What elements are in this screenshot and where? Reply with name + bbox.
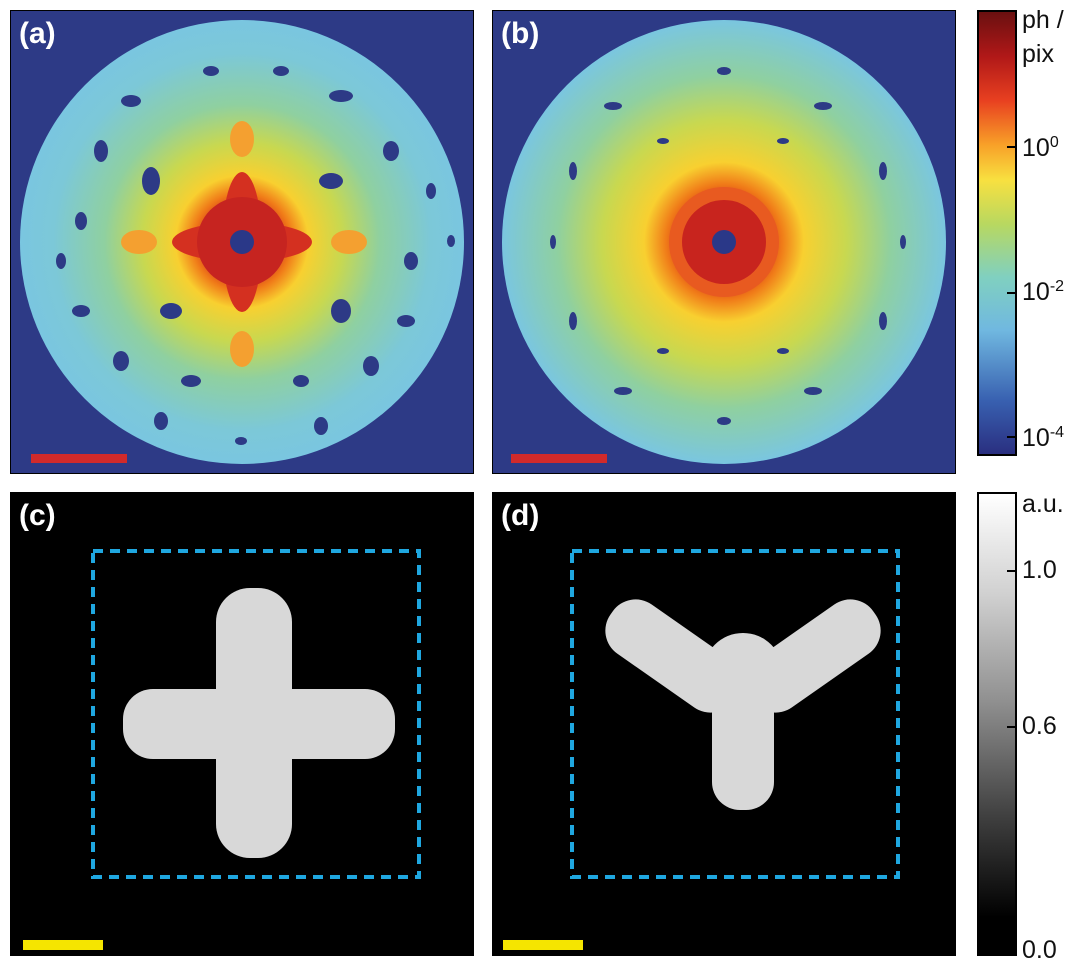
colorbar-bottom-tick-1: [1007, 726, 1017, 728]
scale-bar-b: [511, 454, 607, 463]
dashed-box-d: [570, 549, 900, 879]
colorbar-top-title-line2: pix: [1022, 40, 1054, 68]
panel-d-reconstruction: (d): [492, 492, 956, 956]
colorbar-bottom-tick-label-0: 1.0: [1022, 556, 1057, 584]
central-star-b: [669, 187, 779, 297]
speckle-blobs-a: [56, 66, 455, 445]
colorbar-intensity: [977, 492, 1017, 956]
tripod-object-d: [605, 599, 881, 810]
panel-label-a: (a): [19, 17, 56, 50]
diffraction-pattern-b: [493, 11, 955, 473]
panel-label-c: (c): [19, 499, 56, 532]
reconstruction-cross-c: [11, 493, 473, 955]
colorbar-bottom-title: a.u.: [1022, 490, 1064, 518]
central-cross-a: [121, 121, 367, 367]
colorbar-top-tick-0: [1007, 146, 1017, 148]
panel-c-reconstruction: (c): [10, 492, 474, 956]
scale-bar-a: [31, 454, 127, 463]
colorbar-bottom-tick-label-1: 0.6: [1022, 712, 1057, 740]
cross-object-c: [123, 588, 395, 858]
scale-bar-d: [503, 940, 583, 950]
colorbar-top-tick-2: [1007, 436, 1017, 438]
colorbar-bottom-tick-label-2: 0.0: [1022, 936, 1057, 964]
colorbar-bottom-tick-0: [1007, 570, 1017, 572]
panel-b-diffraction: (b): [492, 10, 956, 474]
colorbar-photons: [977, 10, 1017, 456]
panel-a-diffraction: (a): [10, 10, 474, 474]
colorbar-top-tick-label-2: 10-4: [1022, 424, 1065, 452]
scale-bar-c: [23, 940, 103, 950]
colorbar-top-tick-1: [1007, 292, 1017, 294]
speckle-blobs-b: [550, 67, 906, 425]
panel-label-d: (d): [501, 499, 540, 532]
reconstruction-tripod-d: [493, 493, 955, 955]
panel-label-b: (b): [501, 17, 540, 50]
colorbar-top-tick-label-0: 100: [1022, 134, 1059, 162]
diffraction-pattern-a: [11, 11, 473, 473]
dashed-box-c: [91, 549, 421, 879]
colorbar-top-tick-label-1: 10-2: [1022, 278, 1065, 306]
colorbar-top-title-line1: ph /: [1022, 6, 1064, 34]
